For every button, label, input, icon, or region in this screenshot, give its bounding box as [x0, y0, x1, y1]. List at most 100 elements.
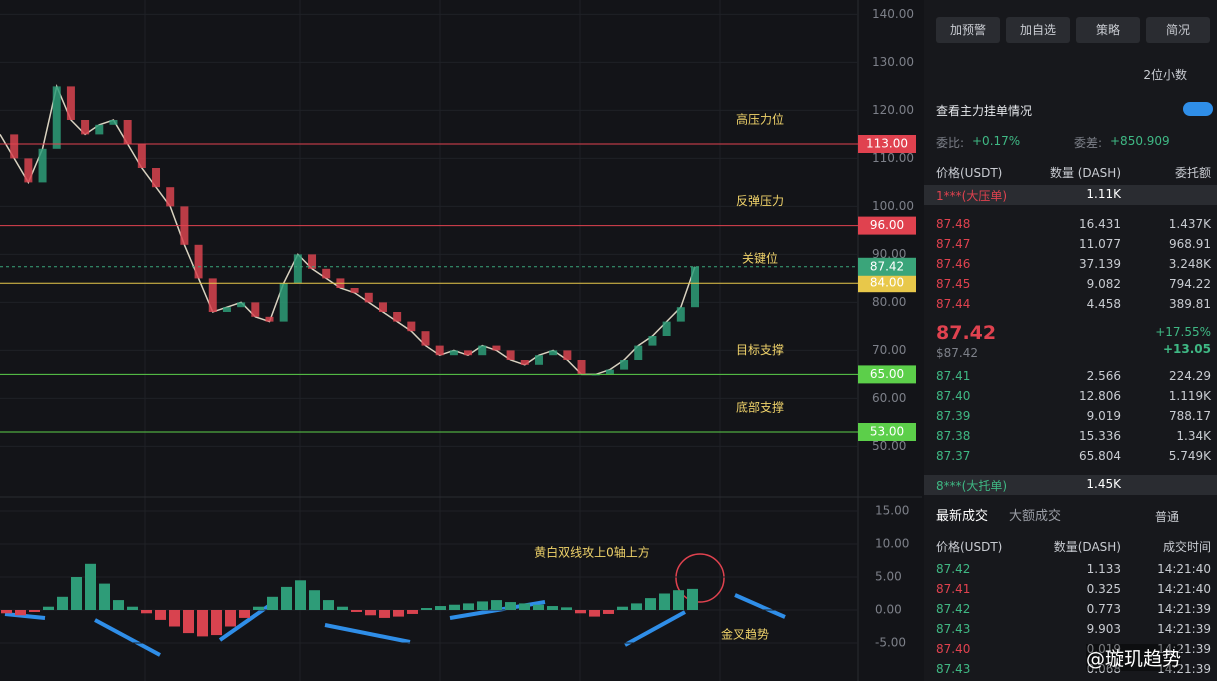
- book-qty: 16.431: [1079, 217, 1121, 231]
- book-price: 87.48: [936, 217, 971, 231]
- candle: [492, 345, 501, 351]
- candle: [194, 244, 203, 279]
- level-tag: [858, 274, 916, 293]
- candle: [577, 360, 586, 375]
- big-bid-bg: [924, 475, 1217, 495]
- candle: [66, 86, 75, 120]
- depth-link[interactable]: 查看主力挂单情况: [936, 104, 1033, 118]
- candle: [435, 345, 444, 356]
- decimals[interactable]: 2位小数: [1143, 68, 1187, 82]
- book-qty: 4.458: [1086, 297, 1121, 311]
- button[interactable]: 加预警: [936, 17, 1000, 43]
- book-amount: 788.17: [1169, 409, 1211, 423]
- macd-bar: [561, 607, 572, 610]
- y-tick-label: 5.00: [875, 570, 902, 584]
- candle: [605, 369, 614, 375]
- button[interactable]: 策略: [1076, 17, 1140, 43]
- macd-bar: [253, 606, 264, 610]
- chart: 140.00 130.00 120.00 110.00 100.00 90.00 80.00…: [0, 0, 922, 681]
- candle: [634, 345, 643, 360]
- y-tick-label: 90.00: [872, 247, 906, 261]
- big-ask-amount: 1.11K: [1086, 187, 1121, 201]
- tab[interactable]: 大额成交: [1009, 509, 1062, 524]
- candle: [449, 350, 458, 356]
- candle: [691, 266, 699, 308]
- book-price: 87.40: [936, 389, 971, 403]
- macd-bar: [645, 598, 656, 610]
- big-bid: 8***(大托单): [936, 479, 1007, 493]
- book-qty: 9.082: [1086, 277, 1121, 291]
- macd-bar: [519, 603, 530, 610]
- diff-label: 委差:: [1074, 136, 1103, 150]
- level-name: 高压力位: [736, 112, 784, 127]
- macd-bar: [183, 610, 194, 634]
- macd-bar: [267, 596, 278, 610]
- trade-price: 87.41: [936, 582, 971, 596]
- macd-bar: [85, 563, 96, 610]
- macd-bar: [295, 580, 306, 610]
- ratio: +0.17%: [972, 134, 1021, 148]
- trade-price: 87.43: [936, 622, 971, 636]
- header: 数量(DASH): [1053, 540, 1121, 554]
- candle: [237, 302, 246, 308]
- macd-bar: [575, 610, 586, 614]
- candle: [95, 124, 104, 135]
- y-tick-label: 120.00: [872, 103, 914, 117]
- book-amount: 5.749K: [1168, 449, 1211, 463]
- macd-bar: [225, 610, 236, 627]
- macd-bar: [617, 606, 628, 610]
- macd-bar: [673, 590, 684, 610]
- trade-qty: 0.325: [1086, 582, 1121, 596]
- highlight-circle: [675, 553, 725, 603]
- candle: [676, 307, 685, 322]
- big-ask: 1***(大压单): [936, 189, 1007, 203]
- button[interactable]: 加自选: [1006, 17, 1070, 43]
- level-tag: [858, 423, 916, 441]
- book-qty: 11.077: [1079, 237, 1121, 251]
- macd-bar: [351, 610, 362, 612]
- y-tick-label: 80.00: [872, 295, 906, 309]
- level-name: 关键位: [742, 251, 778, 266]
- candle: [152, 168, 161, 188]
- macd-bar: [589, 610, 600, 617]
- macd-bar: [421, 608, 432, 610]
- candle: [123, 120, 132, 144]
- book-amount: 968.91: [1169, 237, 1211, 251]
- level-tag-label: 96.00: [870, 218, 904, 232]
- macd-bar: [435, 606, 446, 610]
- candle: [251, 302, 260, 317]
- macd-bar: [43, 606, 54, 610]
- macd-bar: [155, 610, 166, 620]
- macd-bar: [393, 610, 404, 617]
- macd-bar: [491, 600, 502, 610]
- book-price: 87.38: [936, 429, 971, 443]
- filter[interactable]: 普通: [1154, 510, 1179, 524]
- trade-qty: 1.133: [1086, 562, 1121, 576]
- macd-bar: [631, 603, 642, 610]
- header: 价格(USDT): [936, 540, 1003, 554]
- candle: [81, 120, 90, 135]
- macd-bar: [211, 610, 222, 636]
- current-tag: [858, 257, 916, 276]
- toggle[interactable]: [1183, 102, 1213, 116]
- candle: [364, 292, 373, 303]
- y-tick-label: 110.00: [872, 151, 914, 165]
- candle: [378, 302, 387, 312]
- candle: [208, 278, 217, 312]
- candle: [137, 144, 146, 168]
- annotation: 黄白双线攻上0轴上方: [534, 545, 650, 560]
- candle: [407, 321, 416, 332]
- header: 数量 (DASH): [1049, 166, 1121, 180]
- button[interactable]: 简况: [1146, 17, 1210, 43]
- y-tick-label: 0.00: [875, 603, 902, 617]
- book-amount: 1.437K: [1168, 217, 1211, 231]
- arrows: [4, 593, 786, 657]
- book-price: 87.39: [936, 409, 971, 423]
- candle: [322, 268, 331, 279]
- change: +13.05: [1162, 342, 1211, 356]
- tab[interactable]: 最新成交: [936, 509, 989, 524]
- y-tick-label: 70.00: [872, 343, 906, 357]
- macd-bar: [127, 606, 138, 610]
- macd-bar: [477, 601, 488, 610]
